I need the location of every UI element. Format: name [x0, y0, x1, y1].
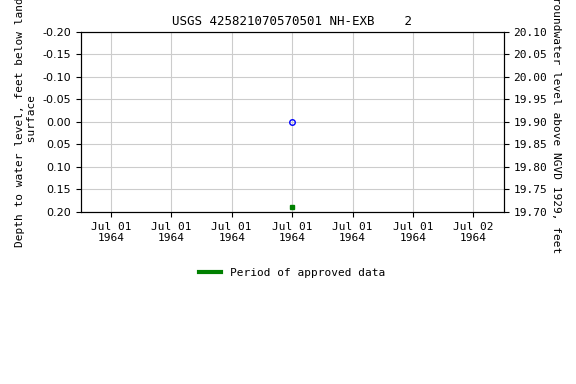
Title: USGS 425821070570501 NH-EXB    2: USGS 425821070570501 NH-EXB 2 — [172, 15, 412, 28]
Legend: Period of approved data: Period of approved data — [195, 263, 390, 282]
Y-axis label: Groundwater level above NGVD 1929, feet: Groundwater level above NGVD 1929, feet — [551, 0, 561, 253]
Y-axis label: Depth to water level, feet below land
 surface: Depth to water level, feet below land su… — [15, 0, 37, 247]
